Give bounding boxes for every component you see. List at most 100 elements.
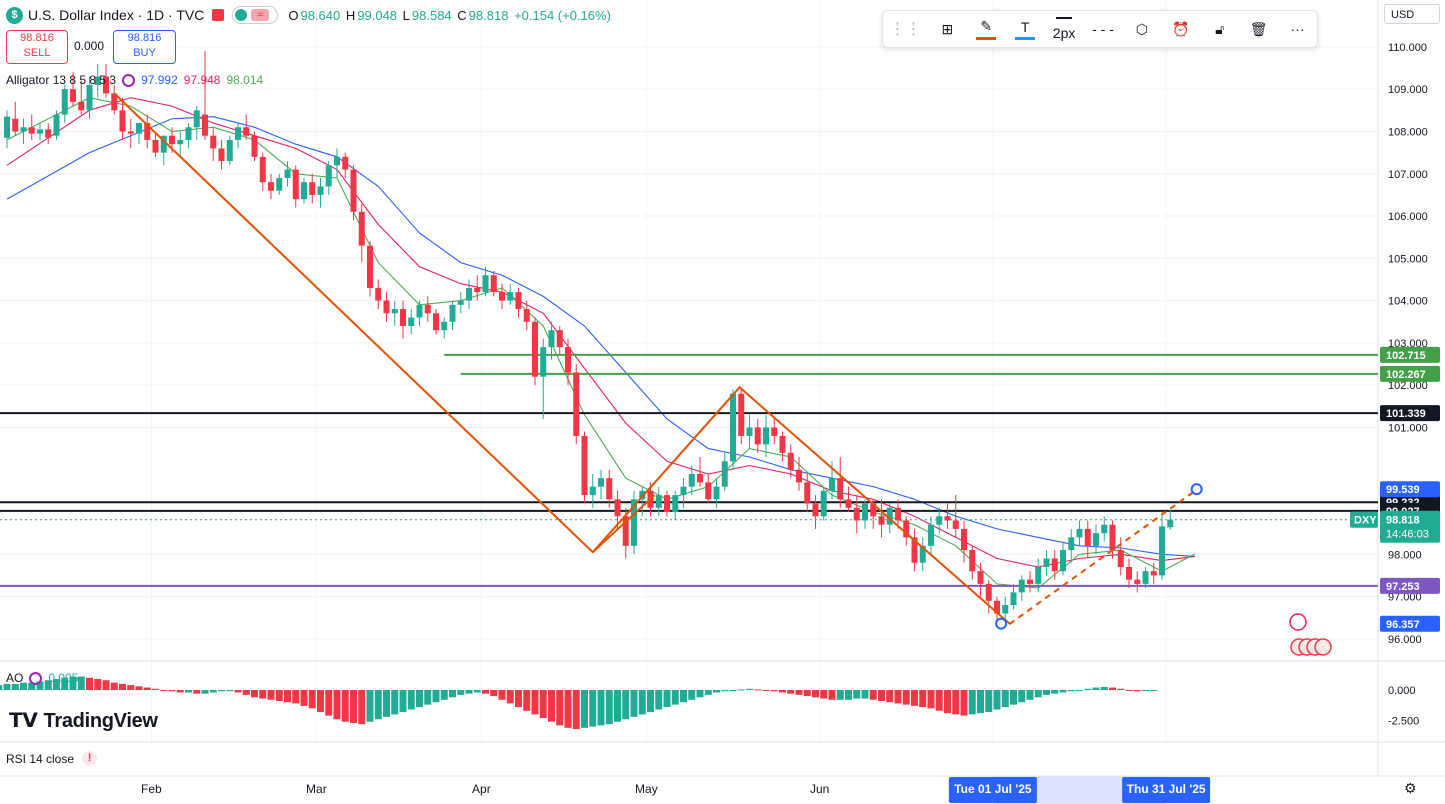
candle-body <box>622 516 629 546</box>
ao-bar <box>993 690 1001 710</box>
countdown-timer: 14:46:03 <box>1386 529 1429 541</box>
candle-body <box>507 292 514 301</box>
time-label: May <box>635 782 658 796</box>
pencil-icon[interactable]: ✎ <box>973 15 999 43</box>
flag-icon[interactable] <box>212 9 225 21</box>
candle-body <box>903 520 910 538</box>
ao-bar <box>795 690 803 695</box>
candle-body <box>1084 528 1091 546</box>
candle-body <box>103 76 109 94</box>
price-tick: 104.000 <box>1388 296 1428 308</box>
ao-bar <box>770 690 778 692</box>
session-toggle[interactable]: ≈ <box>232 6 279 24</box>
ao-settings-icon[interactable] <box>29 671 43 685</box>
candle-body <box>325 165 332 187</box>
ao-bar <box>0 685 3 690</box>
candle-body <box>1150 571 1157 576</box>
ao-bar <box>605 690 613 725</box>
ao-bar <box>655 690 663 710</box>
ao-bar <box>20 682 27 690</box>
price-axis <box>1378 0 1445 776</box>
currency-selector[interactable]: USD <box>1384 4 1440 24</box>
lock-icon[interactable]: 🔓︎ <box>1215 20 1225 37</box>
candle-body <box>20 127 27 132</box>
candle-body <box>853 507 860 521</box>
symbol-title[interactable]: U.S. Dollar Index · 1D · TVC <box>28 7 205 23</box>
candle-body <box>1093 533 1099 546</box>
price-tick: 102.000 <box>1388 380 1428 392</box>
candle-body <box>375 287 382 301</box>
candle-body <box>1126 566 1132 580</box>
trash-icon[interactable]: 🗑︎ <box>1249 20 1268 37</box>
candle-body <box>119 110 126 132</box>
candle-body <box>309 182 316 195</box>
ohlc-readout: O 98.640 H 99.048 L 98.584 C 98.818 +0.154 (… <box>288 8 613 23</box>
ao-bar <box>1125 690 1133 691</box>
more-icon[interactable]: ··· <box>1290 21 1305 37</box>
ao-bar <box>333 690 341 720</box>
price-label-bg <box>1380 615 1440 632</box>
drag-handle-icon[interactable]: ⋮⋮ <box>889 21 922 38</box>
price-tick: 108.000 <box>1388 126 1428 138</box>
candle-body <box>870 503 877 517</box>
candle-body <box>367 245 373 288</box>
candle-body <box>862 503 868 521</box>
candle-body <box>70 89 76 102</box>
ao-bar <box>143 687 151 690</box>
ao-bar <box>581 690 588 728</box>
candle-body <box>713 486 720 500</box>
line-style-icon[interactable]: - - - <box>1092 21 1114 37</box>
change-value: +0.154 (+0.16%) <box>514 7 611 23</box>
candle-body <box>820 490 827 517</box>
candle-body <box>202 114 208 136</box>
line-width-button[interactable]: 2px <box>1051 15 1077 43</box>
indicator-settings-icon[interactable] <box>122 73 136 87</box>
ao-bar <box>506 690 514 704</box>
candle-body <box>581 435 588 496</box>
settings-icon[interactable]: ⬡ <box>1135 20 1148 37</box>
us-flag-event-icon <box>1314 638 1332 656</box>
ao-bar <box>597 690 605 726</box>
ao-bar <box>308 690 316 709</box>
ao-bar <box>325 690 333 716</box>
range-label-bg <box>1122 777 1211 803</box>
alligator-legend[interactable]: Alligator 13 8 5 8 5 3 97.992 97.948 98.… <box>6 73 263 87</box>
sell-price: 98.816 <box>20 32 54 44</box>
candle-body <box>408 317 415 326</box>
candle-body <box>1035 566 1042 584</box>
ao-bar <box>985 690 993 712</box>
text-icon[interactable]: T <box>1012 15 1038 43</box>
candle-body <box>301 182 307 200</box>
ao-bar <box>886 690 894 703</box>
candle-body <box>548 330 555 348</box>
templates-icon[interactable]: ⊞ <box>941 20 954 37</box>
candle-body <box>474 287 481 293</box>
candle-body <box>358 211 365 246</box>
ao-bar <box>614 690 621 722</box>
candle-body <box>936 516 943 525</box>
candle-body <box>37 129 43 134</box>
candle-body <box>251 135 258 157</box>
warning-icon[interactable]: ! <box>82 751 98 766</box>
ao-legend[interactable]: AO 0.005 <box>6 671 78 685</box>
candle-body <box>193 110 200 128</box>
ao-bar <box>267 690 275 700</box>
rsi-legend[interactable]: RSI 14 close ! <box>6 751 98 766</box>
alert-icon[interactable]: ⏰ <box>1172 20 1190 37</box>
candle-body <box>169 135 175 145</box>
ao-bar <box>911 690 918 706</box>
wave-icon: ≈ <box>251 9 270 21</box>
candle-body <box>1060 550 1066 572</box>
gear-icon[interactable]: ⚙ <box>1404 780 1417 796</box>
candle-body <box>730 393 736 462</box>
price-tick: 101.000 <box>1388 422 1428 434</box>
candle-body <box>796 469 802 483</box>
ao-bar <box>168 690 176 692</box>
price-label-bg <box>1380 346 1440 363</box>
candle-body <box>556 330 563 348</box>
sell-button[interactable]: 98.816 SELL <box>6 30 68 64</box>
candle-body <box>1027 579 1033 584</box>
price-label-99.539: 99.539 <box>1386 484 1420 496</box>
buy-button[interactable]: 98.816 BUY <box>113 30 176 64</box>
